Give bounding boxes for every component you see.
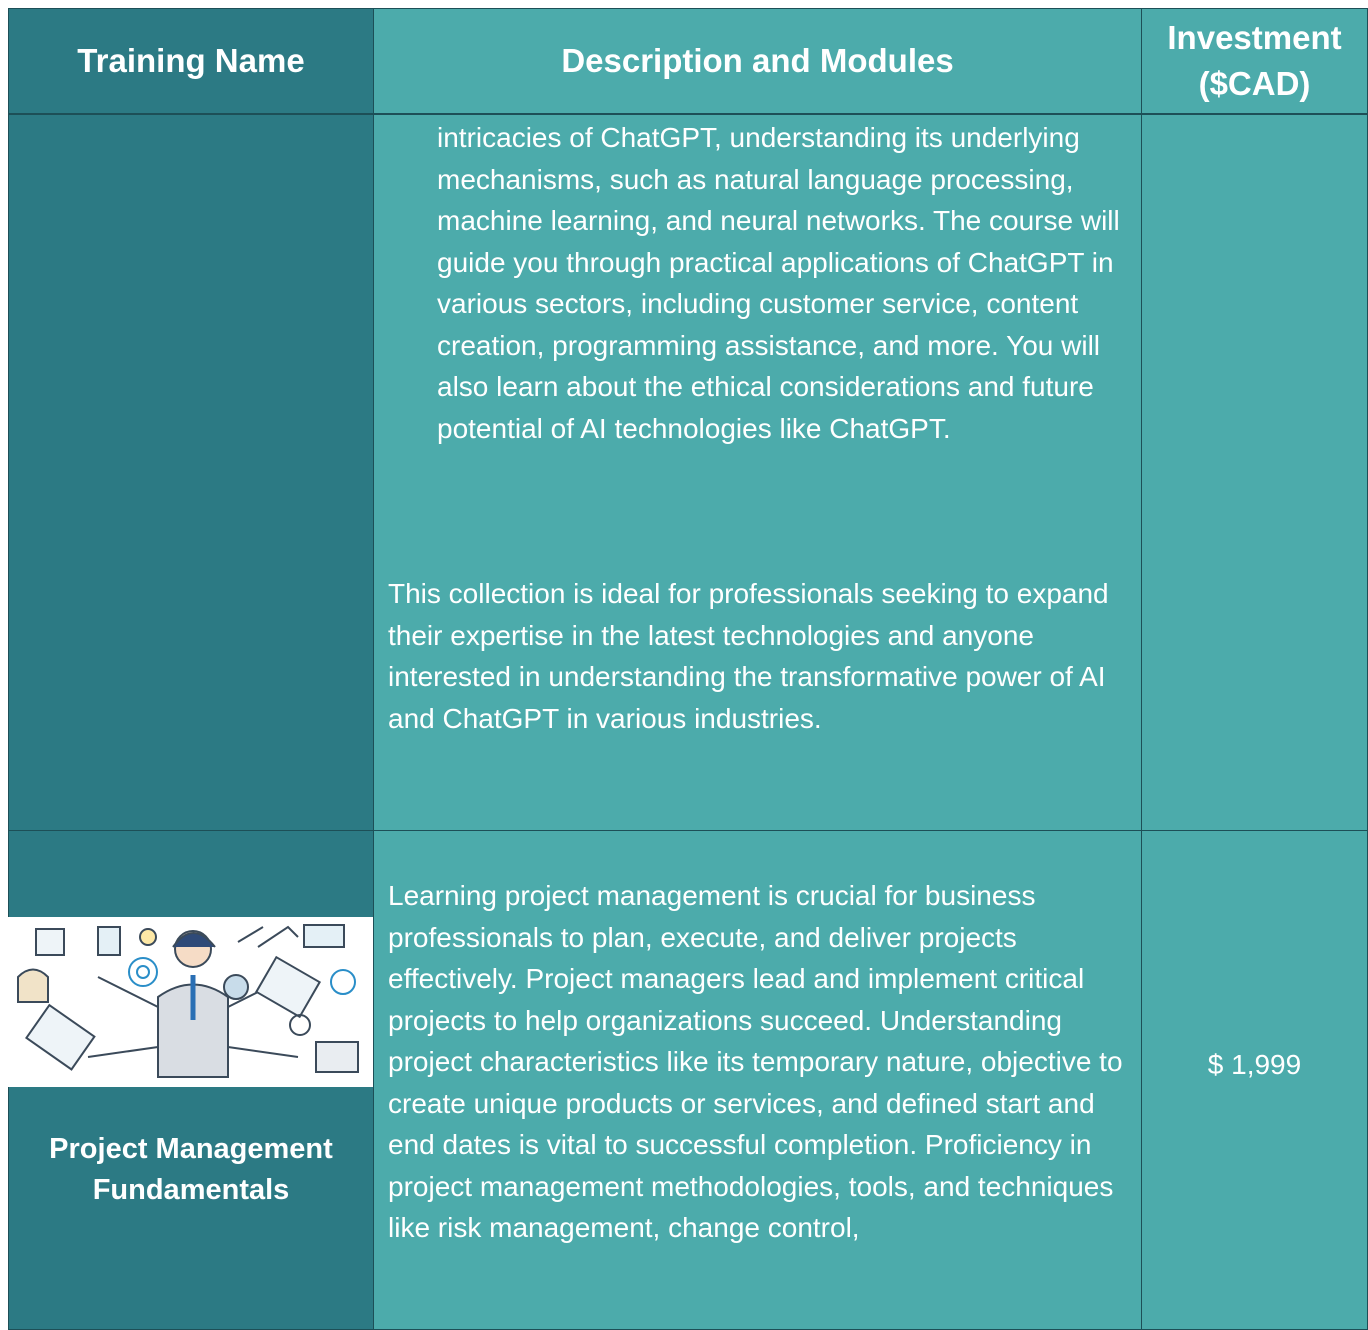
header-cell: Investment ($CAD) — [1141, 8, 1368, 115]
investment-text: $ 1,999 — [1207, 1049, 1302, 1080]
header-text: Investment ($CAD) — [1167, 19, 1342, 102]
header-cell: Description and Modules — [373, 8, 1142, 115]
training-name: Project Management Fundamentals — [49, 1133, 333, 1206]
name-cell — [8, 114, 374, 831]
description-cell — [373, 114, 1142, 831]
description-text: intricacies of ChatGPT, understanding it… — [437, 122, 1120, 444]
investment-cell — [1141, 114, 1368, 831]
description-text: Learning project management is crucial f… — [388, 880, 1123, 1243]
page: {"table": { "headers": ["Training Name",… — [8, 8, 1368, 1330]
investment-cell — [1141, 830, 1368, 1330]
description-text: This collection is ideal for professiona… — [388, 578, 1109, 734]
header-text: Training Name — [77, 42, 305, 79]
header-text: Description and Modules — [561, 42, 954, 79]
illustration — [8, 917, 373, 1087]
header-cell: Training Name — [8, 8, 374, 115]
